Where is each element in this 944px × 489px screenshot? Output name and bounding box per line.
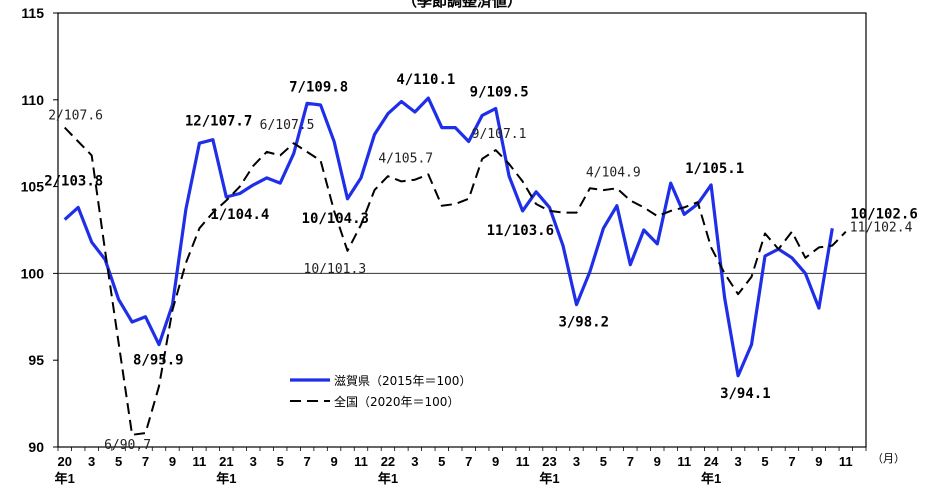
- x-tick-label: 21: [219, 454, 233, 469]
- x-tick-label: 23: [542, 454, 556, 469]
- x-year-label: 年1: [701, 471, 721, 486]
- x-tick-label: 11: [193, 454, 207, 469]
- legend: 滋賀県（2015年＝100） 全国（2020年＝100）: [290, 374, 471, 409]
- data-label-national: 11/102.4: [850, 221, 913, 236]
- x-tick-label: 22: [381, 454, 395, 469]
- data-label-shiga: 4/110.1: [396, 72, 455, 88]
- x-tick-label: 11: [677, 454, 691, 469]
- x-tick-label: 3: [250, 454, 257, 469]
- data-label-shiga: 10/102.6: [850, 206, 917, 222]
- y-tick-label: 110: [21, 92, 44, 108]
- data-label-national: 4/104.9: [586, 165, 641, 180]
- data-label-shiga: 10/104.3: [302, 211, 369, 227]
- y-tick-label: 100: [21, 265, 45, 281]
- x-tick-label: 7: [627, 454, 634, 469]
- data-label-national: 6/90.7: [104, 438, 151, 453]
- data-label-shiga: 2/103.8: [44, 173, 103, 189]
- data-label-national: 10/101.3: [304, 262, 367, 277]
- x-tick-label: 3: [734, 454, 741, 469]
- y-tick-label: 90: [28, 439, 44, 455]
- chart-subtitle: （季節調整済値）: [402, 0, 522, 10]
- y-tick-label: 95: [28, 352, 44, 368]
- x-tick-label: 7: [304, 454, 311, 469]
- x-tick-label: 20: [57, 454, 71, 469]
- data-label-shiga: 3/94.1: [720, 386, 771, 402]
- legend-label-national: 全国（2020年＝100）: [334, 394, 459, 409]
- x-tick-label: 9: [815, 454, 822, 469]
- series-line-shiga: [63, 96, 834, 378]
- data-label-shiga: 12/107.7: [185, 114, 252, 130]
- x-year-label: 年1: [216, 471, 236, 486]
- x-tick-label: 5: [600, 454, 607, 469]
- x-tick-label: 5: [277, 454, 284, 469]
- data-labels: 2/103.8 8/95.9 12/107.7 1/104.4 7/109.8 10/10…: [44, 72, 918, 453]
- x-year-label: 年1: [378, 471, 398, 486]
- x-tick-label: 5: [761, 454, 768, 469]
- series-line-national: [63, 126, 847, 436]
- x-tick-label: 7: [788, 454, 795, 469]
- x-tick-label: 11: [516, 454, 530, 469]
- data-label-national: 4/105.7: [378, 151, 433, 166]
- data-label-shiga: 1/104.4: [210, 207, 269, 223]
- series-group: [63, 96, 847, 436]
- x-tick-label: 9: [654, 454, 661, 469]
- data-label-national: 9/107.1: [472, 127, 527, 142]
- x-tick-label: 9: [330, 454, 337, 469]
- data-label-shiga: 7/109.8: [289, 79, 348, 95]
- x-year-label: 年1: [55, 471, 75, 486]
- data-label-shiga: 11/103.6: [487, 223, 554, 239]
- x-year-label: 年1: [539, 471, 559, 486]
- x-tick-label: 7: [465, 454, 472, 469]
- data-label-shiga: 3/98.2: [558, 315, 609, 331]
- x-tick-label: 11: [839, 454, 853, 469]
- x-tick-label: 3: [411, 454, 418, 469]
- y-tick-label: 115: [21, 5, 44, 21]
- data-label-shiga: 8/95.9: [133, 353, 184, 369]
- x-tick-label: 7: [142, 454, 149, 469]
- x-tick-label: 24: [704, 454, 719, 469]
- x-tick-label: 5: [115, 454, 122, 469]
- data-label-shiga: 1/105.1: [685, 161, 744, 177]
- x-tick-label: 3: [573, 454, 580, 469]
- x-unit-label: （月）: [872, 452, 905, 465]
- data-label-national: 2/107.6: [48, 108, 103, 123]
- x-tick-label: 11: [354, 454, 368, 469]
- legend-label-shiga: 滋賀県（2015年＝100）: [334, 374, 471, 388]
- x-tick-label: 9: [492, 454, 499, 469]
- x-tick-label: 3: [88, 454, 95, 469]
- x-tick-label: 9: [169, 454, 176, 469]
- y-tick-label: 105: [21, 179, 45, 195]
- x-tick-label: 5: [438, 454, 445, 469]
- data-label-national: 6/107.5: [260, 118, 315, 133]
- data-label-shiga: 9/109.5: [470, 84, 529, 100]
